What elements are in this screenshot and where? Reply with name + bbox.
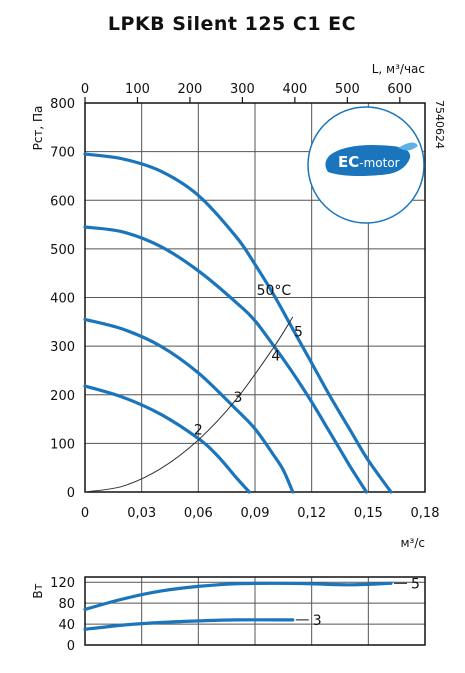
x-tick-label: 0,09 [241, 506, 270, 521]
power-y-tick-label: 120 [50, 576, 75, 591]
chart-labels: 0 0,03 0,06 0,09 0,12 0,15 0,18010020030040050… [31, 62, 439, 654]
pressure-curve-2 [83, 384, 251, 494]
power-y-tick-label: 0 [67, 639, 75, 654]
x-tick-label: 0 [81, 506, 89, 521]
x2-tick-label: 0 [81, 82, 89, 97]
x-axis-label: м³/с [400, 536, 425, 550]
pressure-curve-5 [83, 152, 393, 494]
y-tick-label: 500 [50, 243, 75, 258]
x2-axis-label: L, м³/час [372, 62, 425, 76]
ec-motor-badge: EC-motor [307, 106, 425, 224]
curve-annotation: 5 [294, 324, 303, 340]
chart-title: LPKB Silent 125 C1 EC [108, 13, 356, 35]
power-y-tick-label: 80 [58, 597, 75, 612]
y-axis-label: Pст, Па [31, 106, 45, 151]
badge-text-rest: -motor [359, 156, 399, 170]
x2-tick-label: 500 [335, 82, 360, 97]
x2-tick-label: 300 [230, 82, 255, 97]
y-tick-label: 300 [50, 340, 75, 355]
x2-tick-label: 400 [282, 82, 307, 97]
main-axes [84, 97, 426, 493]
x-tick-label: 0,03 [127, 506, 156, 521]
y-tick-label: 400 [50, 292, 75, 307]
power-curve-label: 5 [411, 576, 420, 592]
power-curve-3 [83, 618, 295, 631]
power-y-axis-label: Вт [31, 583, 45, 598]
y-tick-label: 600 [50, 194, 75, 209]
x2-tick-label: 600 [387, 82, 412, 97]
y-tick-label: 100 [50, 437, 75, 452]
x-tick-label: 0,12 [297, 506, 326, 521]
x-tick-label: 0,06 [184, 506, 213, 521]
curve-annotation: 4 [271, 349, 280, 365]
curve-annotation: 2 [194, 423, 203, 439]
x2-tick-label: 200 [178, 82, 203, 97]
y-tick-label: 800 [50, 97, 75, 112]
y-tick-label: 200 [50, 389, 75, 404]
power-curve-label: 3 [313, 613, 322, 629]
x-tick-label: 0,15 [354, 506, 383, 521]
power-plot-frame [84, 576, 426, 646]
pressure-curve-4 [83, 225, 368, 494]
pressure-curves [83, 152, 393, 494]
product-code: 7540624 [433, 100, 446, 149]
power-curves [83, 581, 407, 631]
curve-annotation: 50°C [257, 283, 292, 299]
power-y-tick-label: 40 [58, 618, 75, 633]
y-tick-label: 0 [67, 486, 75, 501]
svg-text:EC-motor: EC-motor [338, 153, 400, 171]
x2-tick-label: 100 [125, 82, 150, 97]
system-curve [84, 316, 294, 493]
badge-text-bold: EC [338, 153, 359, 171]
x-tick-label: 0,18 [411, 506, 440, 521]
power-curve-5 [83, 581, 393, 611]
pressure-curve-3 [83, 317, 295, 494]
y-tick-label: 700 [50, 146, 75, 161]
curve-annotation: 3 [234, 390, 243, 406]
plot-frame [84, 102, 426, 493]
power-grid [84, 576, 426, 646]
